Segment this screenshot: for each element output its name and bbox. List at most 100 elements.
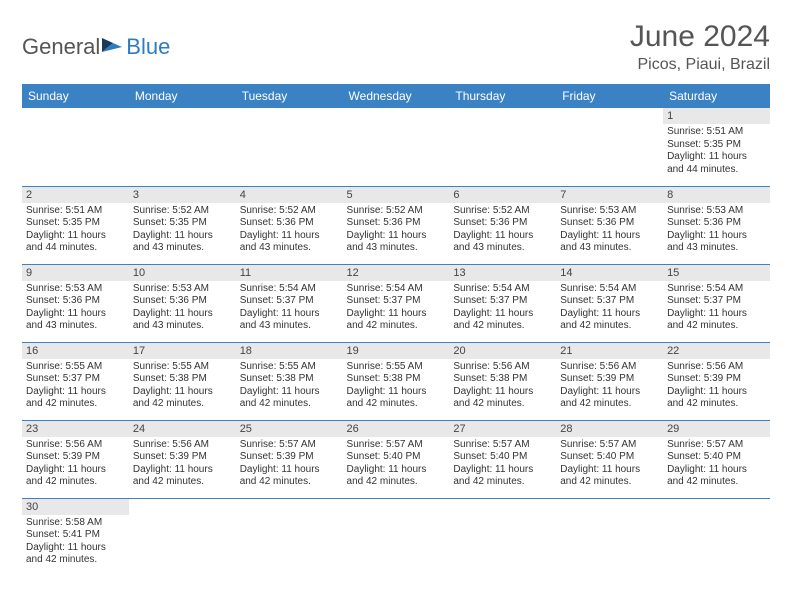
day-number: 6 xyxy=(449,187,556,203)
day-number: 17 xyxy=(129,343,236,359)
calendar-day-cell: 19Sunrise: 5:55 AMSunset: 5:38 PMDayligh… xyxy=(343,342,450,420)
day-number: 11 xyxy=(236,265,343,281)
day-number: 23 xyxy=(22,421,129,437)
calendar-day-cell xyxy=(22,108,129,186)
calendar-body: 1 Sunrise: 5:51 AMSunset: 5:35 PMDaylight… xyxy=(22,108,770,576)
day-data: Sunrise: 5:52 AMSunset: 5:36 PMDaylight:… xyxy=(343,203,450,259)
day-data: Sunrise: 5:52 AMSunset: 5:36 PMDaylight:… xyxy=(236,203,343,259)
weekday-header: Monday xyxy=(129,84,236,108)
day-number: 28 xyxy=(556,421,663,437)
calendar-day-cell xyxy=(236,498,343,576)
day-number: 26 xyxy=(343,421,450,437)
day-data: Sunrise: 5:57 AMSunset: 5:40 PMDaylight:… xyxy=(449,437,556,493)
day-number: 24 xyxy=(129,421,236,437)
day-data: Sunrise: 5:54 AMSunset: 5:37 PMDaylight:… xyxy=(449,281,556,337)
day-data: Sunrise: 5:57 AMSunset: 5:40 PMDaylight:… xyxy=(663,437,770,493)
day-number: 8 xyxy=(663,187,770,203)
calendar-day-cell: 18Sunrise: 5:55 AMSunset: 5:38 PMDayligh… xyxy=(236,342,343,420)
day-number: 18 xyxy=(236,343,343,359)
day-data: Sunrise: 5:56 AMSunset: 5:39 PMDaylight:… xyxy=(22,437,129,493)
day-data: Sunrise: 5:54 AMSunset: 5:37 PMDaylight:… xyxy=(236,281,343,337)
day-number: 29 xyxy=(663,421,770,437)
title-block: June 2024 Picos, Piaui, Brazil xyxy=(630,20,770,74)
calendar-week-row: 23Sunrise: 5:56 AMSunset: 5:39 PMDayligh… xyxy=(22,420,770,498)
day-number: 22 xyxy=(663,343,770,359)
logo-text-2: Blue xyxy=(126,34,170,60)
day-data: Sunrise: 5:56 AMSunset: 5:39 PMDaylight:… xyxy=(663,359,770,415)
calendar-day-cell xyxy=(129,108,236,186)
calendar-day-cell: 2Sunrise: 5:51 AMSunset: 5:35 PMDaylight… xyxy=(22,186,129,264)
weekday-header: Saturday xyxy=(663,84,770,108)
day-data: Sunrise: 5:55 AMSunset: 5:38 PMDaylight:… xyxy=(129,359,236,415)
calendar-day-cell: 27Sunrise: 5:57 AMSunset: 5:40 PMDayligh… xyxy=(449,420,556,498)
weekday-header: Thursday xyxy=(449,84,556,108)
day-number: 10 xyxy=(129,265,236,281)
day-number: 4 xyxy=(236,187,343,203)
day-number: 16 xyxy=(22,343,129,359)
calendar-day-cell: 30Sunrise: 5:58 AMSunset: 5:41 PMDayligh… xyxy=(22,498,129,576)
day-number: 21 xyxy=(556,343,663,359)
calendar-day-cell: 28Sunrise: 5:57 AMSunset: 5:40 PMDayligh… xyxy=(556,420,663,498)
calendar-day-cell: 12Sunrise: 5:54 AMSunset: 5:37 PMDayligh… xyxy=(343,264,450,342)
calendar-day-cell: 21Sunrise: 5:56 AMSunset: 5:39 PMDayligh… xyxy=(556,342,663,420)
flag-icon xyxy=(102,34,124,60)
calendar-day-cell: 13Sunrise: 5:54 AMSunset: 5:37 PMDayligh… xyxy=(449,264,556,342)
calendar-week-row: 30Sunrise: 5:58 AMSunset: 5:41 PMDayligh… xyxy=(22,498,770,576)
calendar-day-cell: 14Sunrise: 5:54 AMSunset: 5:37 PMDayligh… xyxy=(556,264,663,342)
day-number: 7 xyxy=(556,187,663,203)
day-number: 5 xyxy=(343,187,450,203)
location: Picos, Piaui, Brazil xyxy=(630,56,770,74)
day-data: Sunrise: 5:57 AMSunset: 5:40 PMDaylight:… xyxy=(556,437,663,493)
day-data: Sunrise: 5:58 AMSunset: 5:41 PMDaylight:… xyxy=(22,515,129,571)
day-data: Sunrise: 5:53 AMSunset: 5:36 PMDaylight:… xyxy=(129,281,236,337)
weekday-header-row: SundayMondayTuesdayWednesdayThursdayFrid… xyxy=(22,84,770,108)
weekday-header: Sunday xyxy=(22,84,129,108)
day-number: 1 xyxy=(663,108,770,124)
calendar-day-cell xyxy=(449,498,556,576)
calendar-day-cell xyxy=(343,498,450,576)
weekday-header: Wednesday xyxy=(343,84,450,108)
calendar-day-cell: 29Sunrise: 5:57 AMSunset: 5:40 PMDayligh… xyxy=(663,420,770,498)
calendar-table: SundayMondayTuesdayWednesdayThursdayFrid… xyxy=(22,84,770,576)
day-number: 14 xyxy=(556,265,663,281)
day-number: 12 xyxy=(343,265,450,281)
calendar-day-cell: 20Sunrise: 5:56 AMSunset: 5:38 PMDayligh… xyxy=(449,342,556,420)
logo-text-1: General xyxy=(22,34,100,60)
header: General Blue June 2024 Picos, Piaui, Bra… xyxy=(22,20,770,74)
calendar-day-cell: 25Sunrise: 5:57 AMSunset: 5:39 PMDayligh… xyxy=(236,420,343,498)
day-data: Sunrise: 5:56 AMSunset: 5:39 PMDaylight:… xyxy=(129,437,236,493)
calendar-day-cell: 7Sunrise: 5:53 AMSunset: 5:36 PMDaylight… xyxy=(556,186,663,264)
calendar-day-cell: 6Sunrise: 5:52 AMSunset: 5:36 PMDaylight… xyxy=(449,186,556,264)
day-number: 15 xyxy=(663,265,770,281)
day-number: 9 xyxy=(22,265,129,281)
calendar-day-cell: 10Sunrise: 5:53 AMSunset: 5:36 PMDayligh… xyxy=(129,264,236,342)
day-data: Sunrise: 5:54 AMSunset: 5:37 PMDaylight:… xyxy=(343,281,450,337)
calendar-day-cell: 17Sunrise: 5:55 AMSunset: 5:38 PMDayligh… xyxy=(129,342,236,420)
calendar-day-cell xyxy=(663,498,770,576)
calendar-week-row: 1Sunrise: 5:51 AMSunset: 5:35 PMDaylight… xyxy=(22,108,770,186)
calendar-day-cell: 11Sunrise: 5:54 AMSunset: 5:37 PMDayligh… xyxy=(236,264,343,342)
weekday-header: Tuesday xyxy=(236,84,343,108)
calendar-day-cell xyxy=(556,108,663,186)
day-data: Sunrise: 5:55 AMSunset: 5:37 PMDaylight:… xyxy=(22,359,129,415)
day-data: Sunrise: 5:55 AMSunset: 5:38 PMDaylight:… xyxy=(343,359,450,415)
day-number: 3 xyxy=(129,187,236,203)
day-data: Sunrise: 5:51 AMSunset: 5:35 PMDaylight:… xyxy=(22,203,129,259)
calendar-week-row: 9Sunrise: 5:53 AMSunset: 5:36 PMDaylight… xyxy=(22,264,770,342)
calendar-day-cell: 9Sunrise: 5:53 AMSunset: 5:36 PMDaylight… xyxy=(22,264,129,342)
calendar-day-cell: 3Sunrise: 5:52 AMSunset: 5:35 PMDaylight… xyxy=(129,186,236,264)
calendar-day-cell: 16Sunrise: 5:55 AMSunset: 5:37 PMDayligh… xyxy=(22,342,129,420)
month-title: June 2024 xyxy=(630,20,770,54)
calendar-day-cell xyxy=(449,108,556,186)
calendar-week-row: 16Sunrise: 5:55 AMSunset: 5:37 PMDayligh… xyxy=(22,342,770,420)
calendar-day-cell: 15Sunrise: 5:54 AMSunset: 5:37 PMDayligh… xyxy=(663,264,770,342)
day-data: Sunrise: 5:52 AMSunset: 5:36 PMDaylight:… xyxy=(449,203,556,259)
day-data: Sunrise: 5:56 AMSunset: 5:39 PMDaylight:… xyxy=(556,359,663,415)
day-number: 20 xyxy=(449,343,556,359)
day-number: 30 xyxy=(22,499,129,515)
day-data: Sunrise: 5:55 AMSunset: 5:38 PMDaylight:… xyxy=(236,359,343,415)
day-data: Sunrise: 5:56 AMSunset: 5:38 PMDaylight:… xyxy=(449,359,556,415)
day-data: Sunrise: 5:54 AMSunset: 5:37 PMDaylight:… xyxy=(663,281,770,337)
calendar-day-cell: 22Sunrise: 5:56 AMSunset: 5:39 PMDayligh… xyxy=(663,342,770,420)
calendar-day-cell xyxy=(343,108,450,186)
